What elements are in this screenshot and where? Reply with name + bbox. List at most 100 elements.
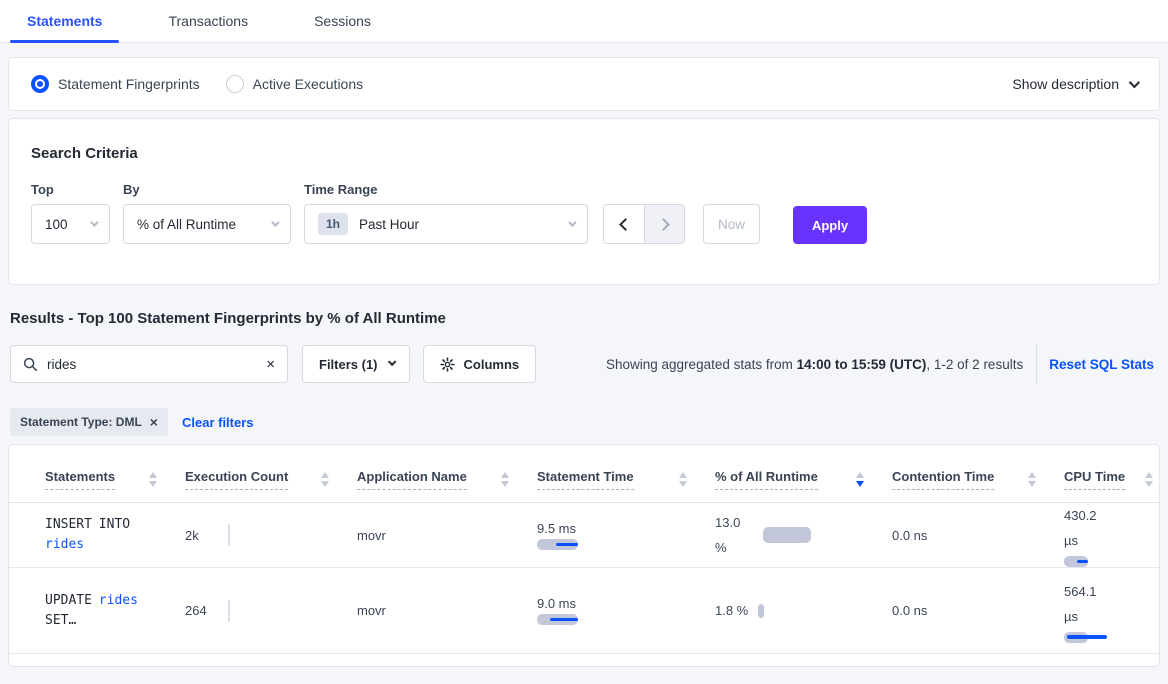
radio-unselected-icon[interactable]: [225, 75, 244, 93]
chevron-down-icon: [568, 218, 577, 227]
statements-table: Statements Execution Count Application N…: [9, 455, 1159, 654]
previous-interval-button[interactable]: [604, 205, 644, 243]
sort-icon[interactable]: [856, 472, 864, 487]
filter-chips-row: Statement Type: DML × Clear filters: [10, 408, 1158, 436]
chevron-down-icon: [271, 218, 280, 227]
time-range-value: Past Hour: [359, 216, 420, 232]
by-label: By: [123, 182, 140, 197]
radio-active-executions[interactable]: Active Executions: [225, 75, 364, 93]
clear-filters-link[interactable]: Clear filters: [181, 414, 254, 430]
execution-count-value: 264: [185, 603, 207, 618]
column-header-cpu-time[interactable]: CPU Time: [1064, 469, 1126, 490]
table-row: UPDATE rides SET… 264 movr 9.0 ms 1.8 % …: [9, 567, 1159, 654]
cpu-time-value: 430.2 µs: [1064, 508, 1097, 548]
pct-runtime-bar: [763, 527, 811, 543]
sort-icon[interactable]: [321, 472, 329, 487]
contention-time-value: 0.0 ns: [892, 527, 928, 543]
apply-button[interactable]: Apply: [793, 206, 867, 244]
sort-icon[interactable]: [501, 472, 509, 487]
aggregated-stats-text: Showing aggregated stats from 14:00 to 1…: [606, 356, 1024, 372]
column-header-statement-time[interactable]: Statement Time: [537, 469, 634, 490]
contention-time-value: 0.0 ns: [892, 603, 928, 618]
filters-button-label: Filters (1): [319, 356, 378, 372]
execution-count-value: 2k: [185, 527, 199, 543]
filter-chip-label: Statement Type: DML: [20, 415, 142, 429]
search-criteria-card: Search Criteria Top 100 By % of All Runt…: [8, 118, 1160, 285]
radio-selected-icon[interactable]: [31, 75, 49, 93]
search-icon: [23, 357, 38, 371]
cpu-time-bar: [1064, 556, 1088, 567]
clear-search-icon[interactable]: ×: [266, 355, 275, 373]
application-name-value: movr: [357, 527, 386, 543]
columns-button[interactable]: Columns: [422, 345, 537, 383]
statement-search-box[interactable]: ×: [10, 345, 288, 383]
statement-text: UPDATE: [45, 592, 99, 608]
radio-statement-fingerprints-label: Statement Fingerprints: [58, 76, 200, 92]
toolbar-divider: [1036, 344, 1038, 384]
tab-transactions[interactable]: Transactions: [168, 13, 249, 29]
next-interval-button[interactable]: [644, 205, 684, 243]
remove-filter-icon[interactable]: ×: [149, 414, 158, 430]
time-range-badge: 1h: [318, 213, 349, 235]
statement-time-bar: [537, 538, 578, 550]
gear-icon: [439, 356, 455, 372]
cpu-time-bar: [1064, 631, 1107, 643]
chevron-right-icon: [656, 217, 670, 231]
page-bottom-strip: [0, 667, 1168, 673]
filter-chip-statement-type[interactable]: Statement Type: DML ×: [10, 408, 168, 436]
statement-link[interactable]: rides: [45, 537, 85, 552]
pct-runtime-value: 13.0 %: [715, 515, 741, 555]
table-row: INSERT INTO rides 2k movr 9.5 ms 13.0 % …: [9, 502, 1159, 568]
results-heading: Results - Top 100 Statement Fingerprints…: [10, 310, 446, 327]
top-tab-bar: Statements Transactions Sessions: [0, 0, 1168, 43]
statement-time-bar: [537, 614, 578, 625]
radio-active-executions-label: Active Executions: [252, 76, 364, 92]
top-select[interactable]: 100: [31, 204, 110, 244]
tab-statements[interactable]: Statements: [10, 0, 120, 43]
execution-count-bar: [228, 599, 230, 622]
sort-icon[interactable]: [1028, 472, 1036, 487]
search-criteria-title: Search Criteria: [31, 145, 138, 162]
show-description-toggle[interactable]: Show description: [1012, 76, 1141, 92]
tab-sessions[interactable]: Sessions: [314, 13, 371, 29]
sort-icon[interactable]: [149, 472, 157, 487]
pct-runtime-bar: [758, 603, 765, 618]
reset-sql-stats-link[interactable]: Reset SQL Stats: [1049, 356, 1154, 372]
statement-link[interactable]: rides: [98, 592, 138, 608]
chevron-left-icon: [619, 217, 632, 231]
column-header-application-name[interactable]: Application Name: [357, 469, 467, 490]
results-toolbar: × Filters (1) Columns Showing aggregated…: [10, 344, 1158, 384]
view-toggle-panel: Statement Fingerprints Active Executions…: [8, 57, 1160, 111]
statement-time-value: 9.0 ms: [537, 596, 577, 611]
time-range-pager: [603, 204, 685, 244]
table-header-row: Statements Execution Count Application N…: [9, 455, 1159, 503]
time-range-label: Time Range: [304, 182, 378, 197]
sort-icon[interactable]: [1145, 472, 1153, 487]
time-range-select[interactable]: 1h Past Hour: [304, 204, 588, 244]
column-header-statements[interactable]: Statements: [45, 469, 116, 490]
search-input[interactable]: [47, 356, 258, 372]
filters-button[interactable]: Filters (1): [302, 345, 410, 383]
by-select[interactable]: % of All Runtime: [123, 204, 291, 244]
statements-table-card: Statements Execution Count Application N…: [8, 444, 1160, 667]
chevron-down-icon: [1128, 76, 1141, 89]
top-select-value: 100: [45, 216, 68, 232]
now-button[interactable]: Now: [703, 204, 760, 244]
statement-text: INSERT INTO: [45, 517, 131, 532]
execution-count-bar: [228, 524, 230, 546]
radio-statement-fingerprints[interactable]: Statement Fingerprints: [31, 75, 200, 93]
chevron-down-icon: [387, 357, 396, 367]
column-header-contention-time[interactable]: Contention Time: [892, 469, 995, 490]
pct-runtime-value: 1.8 %: [715, 603, 749, 618]
statement-text: SET…: [45, 612, 77, 628]
application-name-value: movr: [357, 603, 386, 618]
sort-icon[interactable]: [679, 472, 687, 487]
top-label: Top: [31, 182, 54, 197]
chevron-down-icon: [90, 218, 99, 227]
by-select-value: % of All Runtime: [137, 216, 237, 232]
column-header-execution-count[interactable]: Execution Count: [185, 469, 289, 490]
column-header-pct-runtime[interactable]: % of All Runtime: [715, 469, 818, 490]
show-description-label: Show description: [1012, 76, 1119, 92]
cpu-time-value: 564.1 µs: [1064, 583, 1097, 624]
statement-time-value: 9.5 ms: [537, 520, 577, 536]
